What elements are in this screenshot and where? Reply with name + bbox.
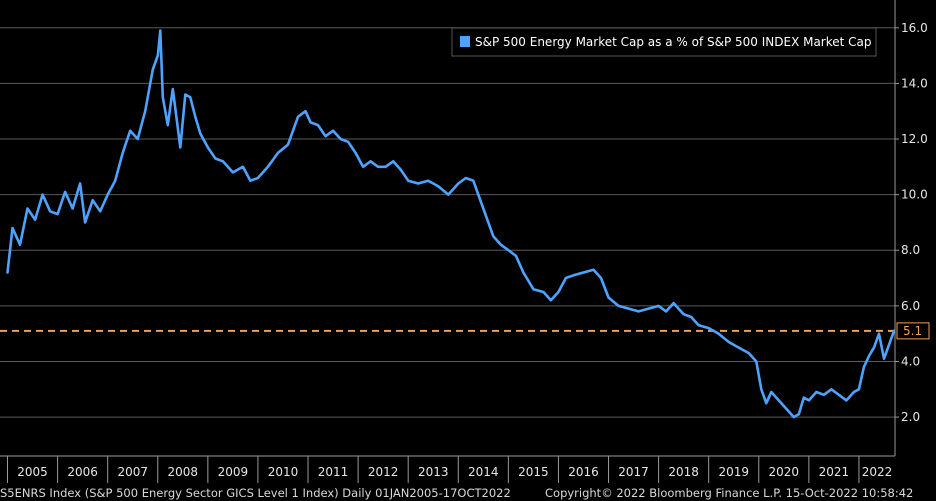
y-tick-label: 8.0 <box>901 243 920 257</box>
reference-label-box <box>896 322 930 340</box>
grid-lines <box>0 27 895 418</box>
reference-label: 5.1 <box>903 324 922 338</box>
legend-box <box>451 27 877 57</box>
x-tick-label: 2014 <box>468 465 499 479</box>
footer-copyright: Copyright© 2022 Bloomberg Finance L.P. 1… <box>545 486 914 500</box>
x-tick-label: 2007 <box>117 465 148 479</box>
x-tick-label: 2012 <box>368 465 399 479</box>
x-tick-label: 2006 <box>67 465 98 479</box>
x-tick-label: 2015 <box>518 465 549 479</box>
x-tick-label: 2008 <box>168 465 199 479</box>
y-tick-label: 16.0 <box>901 21 928 35</box>
series-group <box>6 29 896 419</box>
legend: S&P 500 Energy Market Cap as a % of S&P … <box>451 27 877 57</box>
x-tick-label: 2010 <box>268 465 299 479</box>
x-tick-label: 2020 <box>769 465 800 479</box>
y-tick-label: 2.0 <box>901 410 920 424</box>
y-tick-label: 10.0 <box>901 188 928 202</box>
footer-source: S5ENRS Index (S&P 500 Energy Sector GICS… <box>0 486 511 500</box>
x-tick-label: 2011 <box>318 465 349 479</box>
x-tick-label: 2019 <box>718 465 749 479</box>
x-tick-label: 2018 <box>668 465 699 479</box>
series-line-energy-share <box>6 29 896 419</box>
legend-label: S&P 500 Energy Market Cap as a % of S&P … <box>475 35 872 49</box>
x-axis-ticks: 2005 2006 2007 2008 2009 2010 2011 2012 2013 2014… <box>7 456 893 483</box>
x-tick-label: 2021 <box>819 465 850 479</box>
x-tick-label: 2016 <box>568 465 599 479</box>
y-tick-label: 12.0 <box>901 132 928 146</box>
x-tick-label: 2017 <box>618 465 649 479</box>
y-axis-ticks: 2.0 4.0 6.0 8.0 10.0 12.0 14.0 16.0 <box>895 21 928 424</box>
legend-swatch <box>460 36 470 47</box>
x-tick-label: 2022 <box>862 465 893 479</box>
x-tick-label: 2005 <box>17 465 48 479</box>
footer-bar: S5ENRS Index (S&P 500 Energy Sector GICS… <box>0 484 936 501</box>
y-tick-label: 4.0 <box>901 354 920 368</box>
x-tick-label: 2009 <box>218 465 249 479</box>
y-tick-label: 14.0 <box>901 76 928 90</box>
reference-line-group: 5.1 <box>0 322 930 340</box>
y-tick-label: 6.0 <box>901 299 920 313</box>
x-tick-label: 2013 <box>418 465 449 479</box>
